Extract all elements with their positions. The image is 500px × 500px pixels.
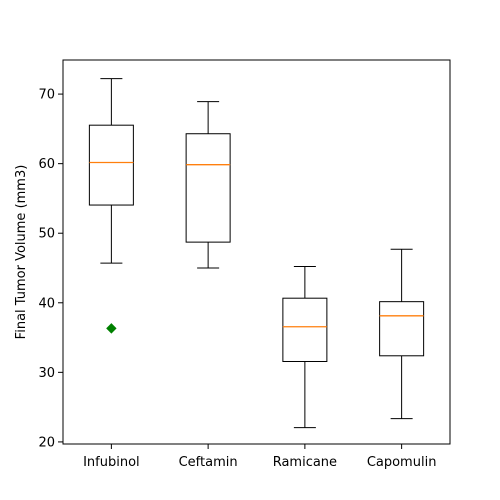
box-iqr <box>379 301 425 357</box>
y-tick-label: 70 <box>38 88 55 103</box>
plot-frame <box>62 59 451 445</box>
x-tick-label: Ramicane <box>273 455 337 470</box>
outlier-point <box>106 323 117 334</box>
y-axis-label: Final Tumor Volume (mm3) <box>14 165 29 340</box>
y-axis: 20 30 40 50 60 70 <box>38 88 63 450</box>
y-tick-label: 60 <box>38 157 55 172</box>
box-group-ramicane <box>282 265 328 429</box>
x-tick-label: Infubinol <box>83 455 140 470</box>
y-tick-label: 50 <box>38 227 55 242</box>
x-tick-label: Capomulin <box>367 455 437 470</box>
box-iqr <box>185 133 231 243</box>
x-axis: Infubinol Ceftamin Ramicane Capomulin <box>83 444 436 470</box>
box-group-capomulin <box>379 248 425 420</box>
box-group-ceftamin <box>185 101 231 269</box>
y-tick-label: 20 <box>38 435 55 450</box>
box-iqr <box>282 297 328 362</box>
y-tick-label: 30 <box>38 366 55 381</box>
x-tick-label: Ceftamin <box>179 455 238 470</box>
box-group-infubinol <box>88 78 134 334</box>
box-iqr <box>88 124 134 206</box>
plot-layer <box>88 78 425 429</box>
y-tick-label: 40 <box>38 296 55 311</box>
